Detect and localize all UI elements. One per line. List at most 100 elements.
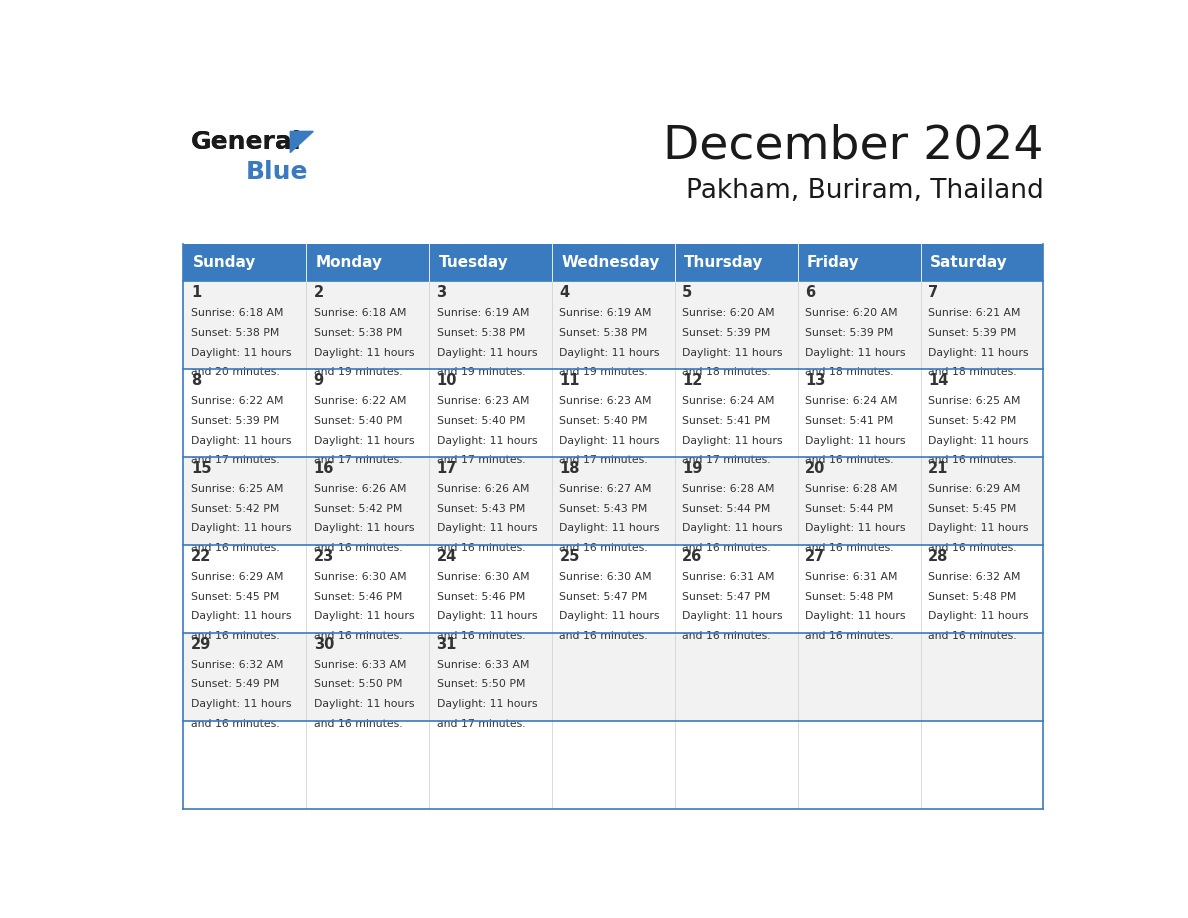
Text: Sunset: 5:45 PM: Sunset: 5:45 PM bbox=[928, 504, 1016, 514]
Text: and 17 minutes.: and 17 minutes. bbox=[436, 719, 525, 729]
Text: Sunset: 5:39 PM: Sunset: 5:39 PM bbox=[805, 328, 893, 338]
Text: 12: 12 bbox=[682, 374, 702, 388]
Text: and 16 minutes.: and 16 minutes. bbox=[928, 455, 1017, 465]
Text: Sunrise: 6:30 AM: Sunrise: 6:30 AM bbox=[436, 572, 529, 582]
Text: and 16 minutes.: and 16 minutes. bbox=[191, 631, 279, 641]
Text: and 16 minutes.: and 16 minutes. bbox=[560, 631, 647, 641]
Text: 9: 9 bbox=[314, 374, 324, 388]
Text: Daylight: 11 hours: Daylight: 11 hours bbox=[682, 348, 783, 358]
Text: 24: 24 bbox=[436, 549, 457, 565]
Text: and 18 minutes.: and 18 minutes. bbox=[928, 367, 1017, 377]
Text: and 16 minutes.: and 16 minutes. bbox=[436, 631, 525, 641]
Text: Tuesday: Tuesday bbox=[438, 255, 508, 270]
Text: Daylight: 11 hours: Daylight: 11 hours bbox=[805, 348, 905, 358]
Text: Sunrise: 6:29 AM: Sunrise: 6:29 AM bbox=[191, 572, 284, 582]
Text: Sunrise: 6:25 AM: Sunrise: 6:25 AM bbox=[191, 484, 284, 494]
Text: Sunrise: 6:26 AM: Sunrise: 6:26 AM bbox=[314, 484, 406, 494]
Text: Sunset: 5:48 PM: Sunset: 5:48 PM bbox=[805, 591, 893, 601]
Text: Sunset: 5:40 PM: Sunset: 5:40 PM bbox=[314, 416, 403, 426]
Text: 25: 25 bbox=[560, 549, 580, 565]
Text: Sunrise: 6:32 AM: Sunrise: 6:32 AM bbox=[928, 572, 1020, 582]
Text: Sunrise: 6:23 AM: Sunrise: 6:23 AM bbox=[436, 396, 529, 406]
Text: Daylight: 11 hours: Daylight: 11 hours bbox=[805, 523, 905, 533]
Text: Sunset: 5:49 PM: Sunset: 5:49 PM bbox=[191, 679, 279, 689]
Text: Daylight: 11 hours: Daylight: 11 hours bbox=[436, 348, 537, 358]
Text: Daylight: 11 hours: Daylight: 11 hours bbox=[560, 435, 659, 445]
Bar bbox=[183, 244, 307, 281]
Text: Daylight: 11 hours: Daylight: 11 hours bbox=[314, 435, 415, 445]
Text: and 16 minutes.: and 16 minutes. bbox=[191, 543, 279, 554]
Text: Sunday: Sunday bbox=[192, 255, 257, 270]
Text: 21: 21 bbox=[928, 461, 948, 476]
Text: Daylight: 11 hours: Daylight: 11 hours bbox=[191, 523, 291, 533]
Text: Pakham, Buriram, Thailand: Pakham, Buriram, Thailand bbox=[685, 178, 1043, 205]
Text: and 16 minutes.: and 16 minutes. bbox=[314, 543, 403, 554]
Text: Daylight: 11 hours: Daylight: 11 hours bbox=[191, 435, 291, 445]
Text: 13: 13 bbox=[805, 374, 826, 388]
Text: Sunset: 5:43 PM: Sunset: 5:43 PM bbox=[560, 504, 647, 514]
Text: Sunrise: 6:25 AM: Sunrise: 6:25 AM bbox=[928, 396, 1020, 406]
Text: Sunset: 5:41 PM: Sunset: 5:41 PM bbox=[682, 416, 771, 426]
Text: 30: 30 bbox=[314, 637, 334, 652]
Text: and 17 minutes.: and 17 minutes. bbox=[560, 455, 647, 465]
Text: Sunset: 5:45 PM: Sunset: 5:45 PM bbox=[191, 591, 279, 601]
Text: Sunrise: 6:20 AM: Sunrise: 6:20 AM bbox=[805, 308, 898, 318]
Text: 6: 6 bbox=[805, 285, 815, 300]
Text: Daylight: 11 hours: Daylight: 11 hours bbox=[191, 700, 291, 710]
Text: Sunrise: 6:24 AM: Sunrise: 6:24 AM bbox=[805, 396, 898, 406]
Text: Daylight: 11 hours: Daylight: 11 hours bbox=[191, 348, 291, 358]
Text: 5: 5 bbox=[682, 285, 693, 300]
Text: and 16 minutes.: and 16 minutes. bbox=[314, 631, 403, 641]
Bar bbox=[183, 369, 1043, 457]
Text: 15: 15 bbox=[191, 461, 211, 476]
Text: 19: 19 bbox=[682, 461, 702, 476]
Text: and 16 minutes.: and 16 minutes. bbox=[928, 631, 1017, 641]
Text: Monday: Monday bbox=[316, 255, 383, 270]
Text: Daylight: 11 hours: Daylight: 11 hours bbox=[560, 611, 659, 621]
Text: and 18 minutes.: and 18 minutes. bbox=[682, 367, 771, 377]
Text: Thursday: Thursday bbox=[684, 255, 764, 270]
Bar bbox=[921, 244, 1043, 281]
Bar bbox=[552, 244, 675, 281]
Text: 22: 22 bbox=[191, 549, 211, 565]
Text: Daylight: 11 hours: Daylight: 11 hours bbox=[191, 611, 291, 621]
Text: Sunrise: 6:19 AM: Sunrise: 6:19 AM bbox=[560, 308, 652, 318]
Text: Sunset: 5:50 PM: Sunset: 5:50 PM bbox=[314, 679, 403, 689]
Text: 18: 18 bbox=[560, 461, 580, 476]
Text: General: General bbox=[191, 130, 302, 154]
Text: Sunrise: 6:30 AM: Sunrise: 6:30 AM bbox=[560, 572, 652, 582]
Text: Sunrise: 6:20 AM: Sunrise: 6:20 AM bbox=[682, 308, 775, 318]
Text: Daylight: 11 hours: Daylight: 11 hours bbox=[314, 348, 415, 358]
Text: 20: 20 bbox=[805, 461, 826, 476]
Text: 1: 1 bbox=[191, 285, 201, 300]
Text: Daylight: 11 hours: Daylight: 11 hours bbox=[682, 611, 783, 621]
Text: Sunset: 5:38 PM: Sunset: 5:38 PM bbox=[560, 328, 647, 338]
Text: Sunset: 5:42 PM: Sunset: 5:42 PM bbox=[191, 504, 279, 514]
Text: and 16 minutes.: and 16 minutes. bbox=[314, 719, 403, 729]
Text: Sunset: 5:50 PM: Sunset: 5:50 PM bbox=[436, 679, 525, 689]
Text: Daylight: 11 hours: Daylight: 11 hours bbox=[682, 523, 783, 533]
Text: 16: 16 bbox=[314, 461, 334, 476]
Polygon shape bbox=[290, 131, 314, 152]
Text: Blue: Blue bbox=[246, 160, 309, 184]
Text: 8: 8 bbox=[191, 374, 201, 388]
Text: Sunset: 5:39 PM: Sunset: 5:39 PM bbox=[191, 416, 279, 426]
Text: Sunset: 5:43 PM: Sunset: 5:43 PM bbox=[436, 504, 525, 514]
Text: Sunrise: 6:18 AM: Sunrise: 6:18 AM bbox=[191, 308, 284, 318]
Text: 7: 7 bbox=[928, 285, 939, 300]
Text: General: General bbox=[191, 130, 302, 154]
Text: and 19 minutes.: and 19 minutes. bbox=[560, 367, 647, 377]
Text: Sunrise: 6:33 AM: Sunrise: 6:33 AM bbox=[436, 660, 529, 669]
Text: Daylight: 11 hours: Daylight: 11 hours bbox=[436, 435, 537, 445]
Text: Sunrise: 6:33 AM: Sunrise: 6:33 AM bbox=[314, 660, 406, 669]
Text: Daylight: 11 hours: Daylight: 11 hours bbox=[314, 700, 415, 710]
Text: Sunrise: 6:18 AM: Sunrise: 6:18 AM bbox=[314, 308, 406, 318]
Text: Daylight: 11 hours: Daylight: 11 hours bbox=[928, 523, 1029, 533]
Text: 10: 10 bbox=[436, 374, 457, 388]
Bar bbox=[183, 545, 1043, 633]
Text: Sunrise: 6:22 AM: Sunrise: 6:22 AM bbox=[314, 396, 406, 406]
Bar bbox=[797, 244, 921, 281]
Text: 2: 2 bbox=[314, 285, 324, 300]
Text: Sunset: 5:38 PM: Sunset: 5:38 PM bbox=[436, 328, 525, 338]
Text: Daylight: 11 hours: Daylight: 11 hours bbox=[436, 523, 537, 533]
